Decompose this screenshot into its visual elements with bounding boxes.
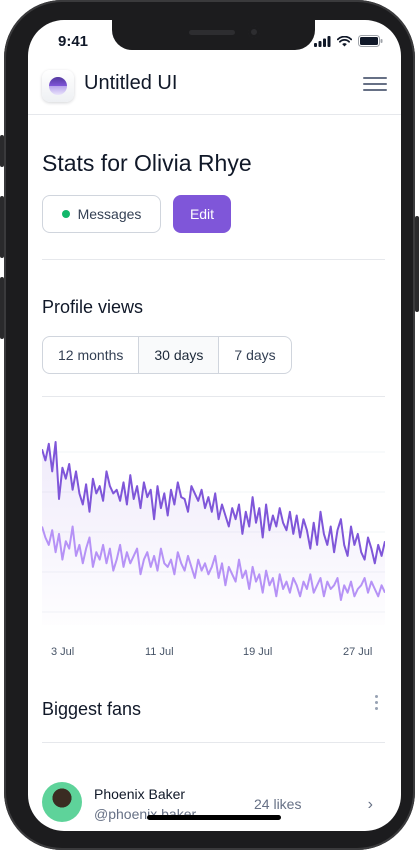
fan-likes: 24 likes — [254, 796, 302, 812]
volume-down-button — [0, 277, 4, 339]
section-divider — [42, 259, 385, 260]
more-options-icon[interactable] — [375, 695, 379, 713]
chart-divider — [42, 396, 385, 397]
x-tick-label: 27 Jul — [343, 646, 373, 658]
volume-up-button — [0, 196, 4, 258]
fans-divider — [42, 742, 385, 743]
fan-name: Phoenix Baker — [94, 786, 186, 802]
chevron-right-icon[interactable]: › — [367, 796, 373, 813]
x-tick-label: 11 Jul — [145, 646, 174, 658]
app-header: Untitled UI — [28, 64, 401, 115]
series-line-1 — [42, 441, 385, 565]
phone-screen: 9:41 Untitled UI Stats — [28, 20, 401, 831]
front-camera — [248, 26, 260, 38]
notch — [112, 20, 315, 50]
home-indicator — [147, 815, 281, 820]
tab-30-days[interactable]: 30 days — [139, 337, 220, 373]
series-area — [42, 442, 385, 625]
edit-button[interactable]: Edit — [173, 195, 231, 233]
date-range-tabs: 12 months 30 days 7 days — [42, 336, 292, 374]
fan-list-item[interactable]: Phoenix Baker @phoenix.baker 24 likes › — [42, 778, 385, 828]
logo-mark — [49, 77, 67, 95]
wifi-icon — [337, 35, 352, 46]
power-button — [415, 216, 419, 312]
profile-views-chart — [42, 441, 385, 625]
battery-icon — [358, 35, 383, 47]
status-time: 9:41 — [58, 33, 89, 50]
status-icons — [314, 35, 383, 47]
speaker-grille — [189, 30, 235, 35]
page-title: Stats for Olivia Rhye — [42, 150, 252, 176]
biggest-fans-title: Biggest fans — [42, 699, 142, 719]
x-tick-label: 3 Jul — [51, 646, 75, 658]
x-axis-labels: 3 Jul 11 Jul 19 Jul 27 Jul — [42, 646, 385, 662]
messages-button[interactable]: Messages — [42, 195, 161, 233]
app-logo[interactable] — [42, 70, 74, 102]
hamburger-menu-icon[interactable] — [363, 73, 387, 97]
mute-switch — [0, 135, 4, 167]
cellular-signal-icon — [314, 35, 331, 47]
online-status-dot — [61, 210, 70, 218]
tab-12-months[interactable]: 12 months — [43, 337, 140, 373]
avatar — [42, 782, 82, 822]
tab-7-days[interactable]: 7 days — [234, 347, 276, 363]
x-tick-label: 19 Jul — [243, 646, 273, 658]
app-title: Untitled UI — [84, 72, 178, 94]
messages-label: Messages — [77, 206, 142, 222]
series-line-2 — [42, 525, 385, 601]
profile-views-title: Profile views — [42, 297, 144, 317]
